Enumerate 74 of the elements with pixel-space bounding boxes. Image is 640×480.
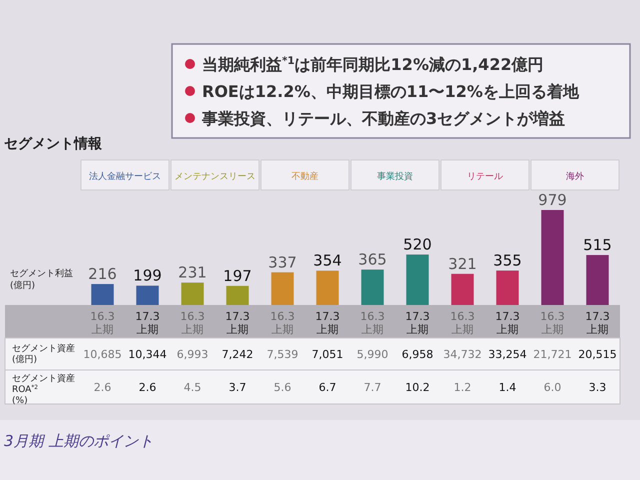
x-tick-label: 16.3 上期 (90, 310, 115, 336)
bar (181, 282, 204, 305)
data-label: 520 (403, 236, 432, 254)
text: 20,515 (578, 348, 617, 361)
bar (361, 270, 384, 305)
data-label: 979 (538, 191, 567, 209)
bar (136, 286, 159, 305)
x-tick-label: 16.3 上期 (180, 310, 205, 336)
x-tick-label: 16.3 上期 (450, 310, 475, 336)
data-label: 197 (223, 266, 252, 285)
x-tick-label: 16.3 上期 (270, 310, 295, 336)
text: セグメント資産 (億円) (12, 343, 75, 365)
text: 6.0 (544, 381, 562, 394)
data-label: 321 (448, 254, 477, 273)
bar (541, 210, 564, 305)
bar (406, 254, 429, 305)
bar (226, 286, 249, 305)
data-label: 216 (88, 265, 117, 284)
x-tick-label: 16.3 上期 (540, 310, 565, 336)
text: 2.6 (138, 381, 156, 394)
bar (451, 274, 474, 305)
x-tick-label: 17.3 上期 (495, 310, 520, 336)
bar (271, 272, 294, 305)
text: 10,344 (128, 348, 167, 361)
x-tick-label: 17.3 上期 (405, 310, 430, 336)
text: 5.6 (274, 381, 292, 394)
text: 33,254 (488, 348, 527, 361)
x-tick-label: 16.3 上期 (360, 310, 385, 336)
data-label: 365 (358, 250, 387, 269)
y-axis-title: セグメント利益 (億円) (10, 268, 73, 291)
text: 6.7 (318, 381, 336, 394)
text: 不動産 (292, 171, 318, 182)
text: ROEは12.2%、中期目標の11〜12%を上回る着地 (202, 82, 580, 101)
bar (586, 255, 609, 305)
text: メンテナンスリース (174, 172, 256, 182)
text: 1.2 (454, 381, 472, 394)
text: 7.7 (364, 381, 382, 394)
text: 事業投資、リテール、不動産の3セグメントが増益 (201, 109, 566, 128)
text: 6,993 (176, 348, 208, 361)
text: 10.2 (405, 381, 430, 394)
chart-title: セグメント情報 (4, 136, 103, 152)
x-tick-label: 17.3 上期 (225, 310, 250, 336)
text: リテール (467, 172, 503, 182)
text: 4.5 (184, 381, 202, 394)
text: 7,242 (222, 348, 254, 361)
data-label: 231 (178, 264, 207, 282)
text: 3月期 上期のポイント (4, 432, 154, 450)
text: 海外 (566, 171, 584, 182)
text: 5,990 (356, 348, 388, 361)
bar (316, 270, 339, 305)
text: 34,732 (443, 348, 482, 361)
text: 7,051 (312, 348, 344, 361)
text: 2.6 (94, 381, 112, 394)
text: 7,539 (266, 348, 298, 361)
data-label: 515 (583, 236, 612, 254)
text: 6,958 (402, 348, 434, 361)
data-label: 354 (313, 252, 342, 270)
text: 3.3 (588, 381, 606, 394)
x-tick-label: 17.3 上期 (315, 310, 340, 336)
text: 3.7 (228, 381, 246, 394)
text: 21,721 (533, 348, 572, 361)
data-label: 355 (493, 252, 522, 270)
text: 事業投資 (377, 171, 413, 182)
text: 1.4 (498, 381, 516, 394)
text: セグメント資産 ROA$^{*2}$ (%) (12, 373, 75, 406)
text: 当期純利益$^{*1}$は前年同期比12%減の1,422億円 (202, 55, 544, 74)
x-tick-label: 17.3 上期 (585, 310, 610, 336)
x-tick-label: 17.3 上期 (135, 310, 160, 336)
bar (496, 270, 519, 305)
bar (91, 284, 114, 305)
text: 法人金融サービス (89, 171, 161, 182)
text: 10,685 (83, 348, 122, 361)
data-label: 199 (133, 266, 162, 285)
data-label: 337 (268, 253, 297, 272)
